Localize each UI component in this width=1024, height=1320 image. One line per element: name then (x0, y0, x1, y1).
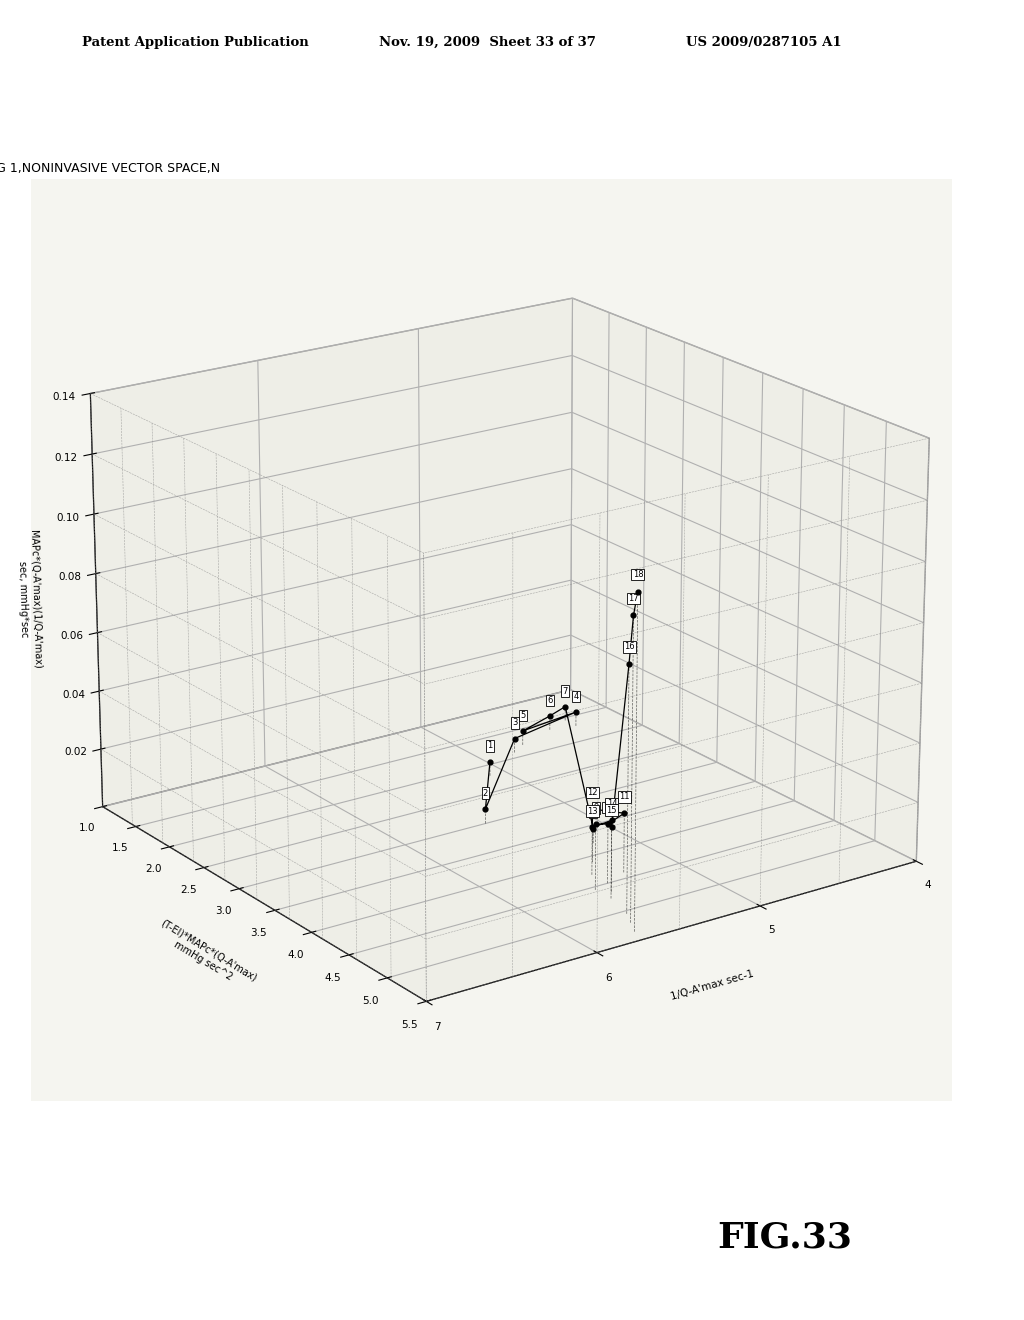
Text: FIG.33: FIG.33 (717, 1221, 852, 1254)
Text: Patent Application Publication: Patent Application Publication (82, 36, 308, 49)
Text: PIG 1,NONINVASIVE VECTOR SPACE,N: PIG 1,NONINVASIVE VECTOR SPACE,N (0, 162, 220, 176)
Text: Nov. 19, 2009  Sheet 33 of 37: Nov. 19, 2009 Sheet 33 of 37 (379, 36, 596, 49)
X-axis label: 1/Q-A'max sec-1: 1/Q-A'max sec-1 (670, 969, 755, 1002)
Text: US 2009/0287105 A1: US 2009/0287105 A1 (686, 36, 842, 49)
Y-axis label: (T-EI)*MAPc*(Q-A'max)
mmHg sec^2: (T-EI)*MAPc*(Q-A'max) mmHg sec^2 (153, 917, 259, 994)
